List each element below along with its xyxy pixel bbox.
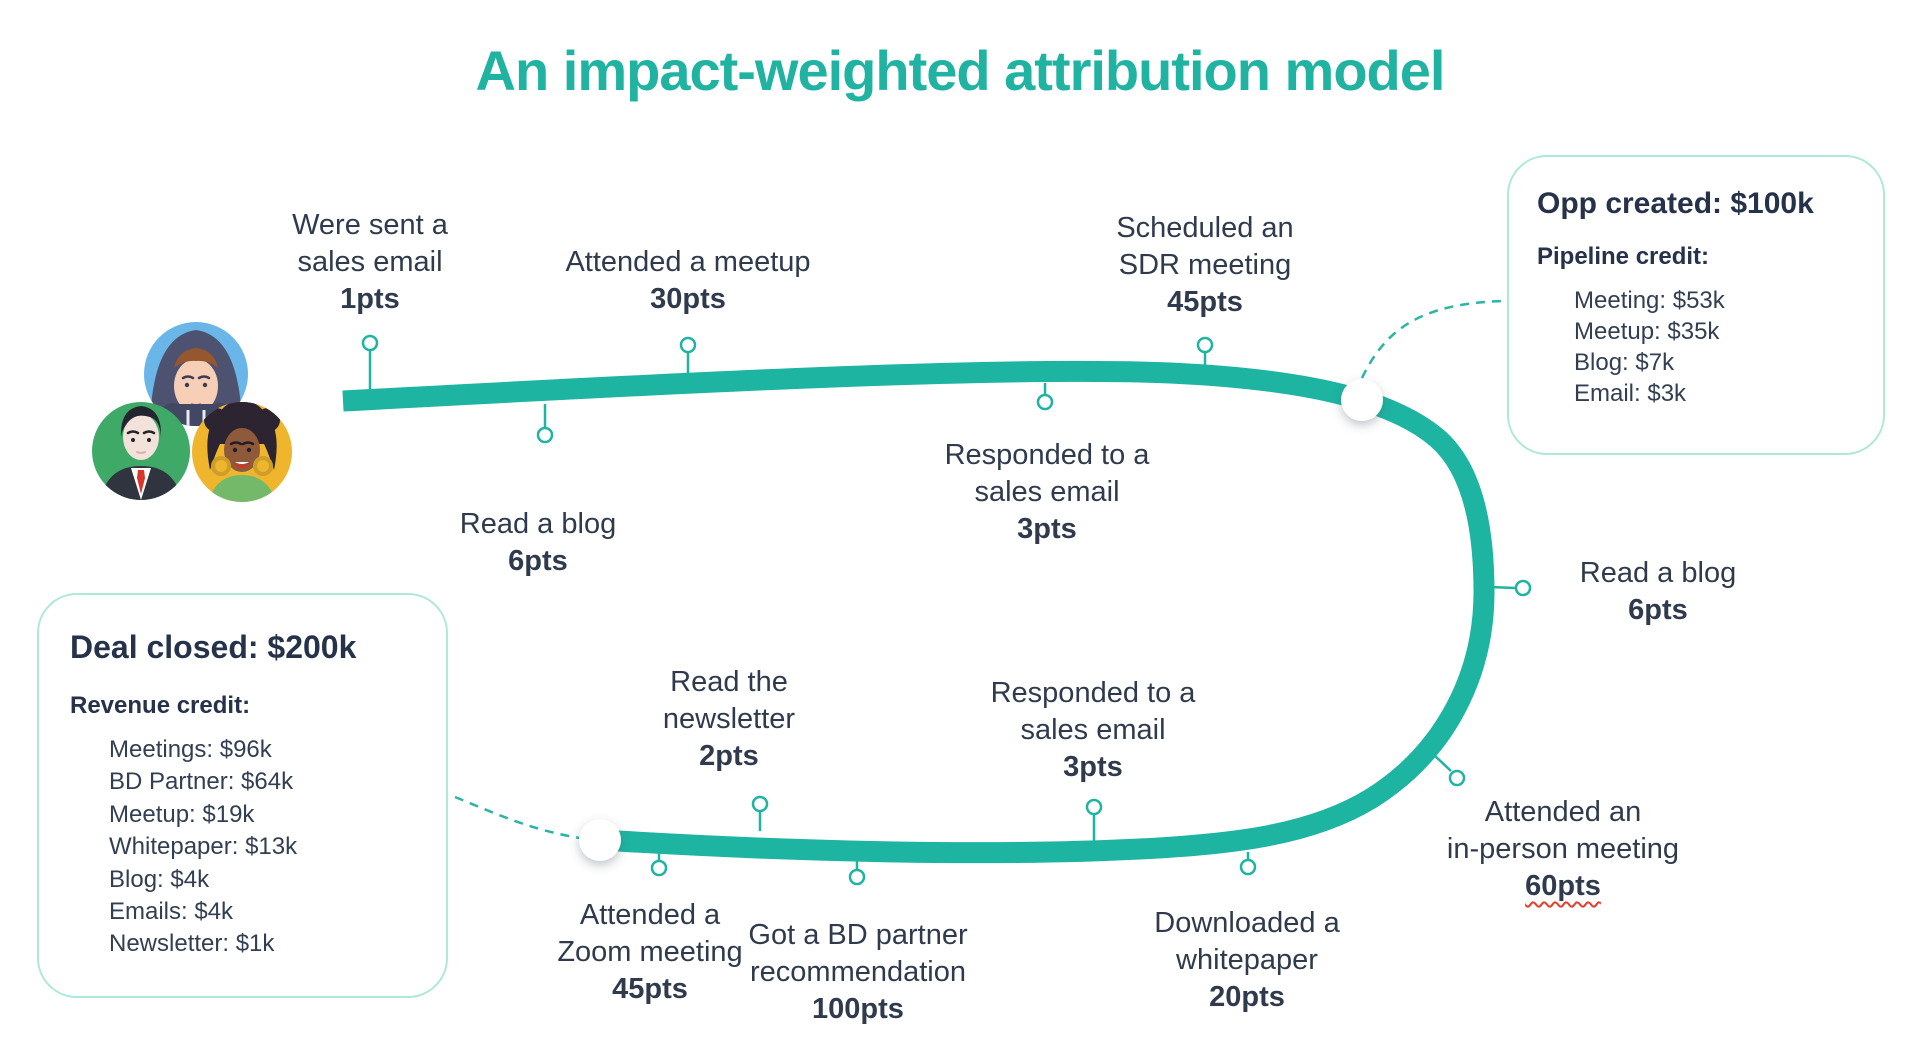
- marker-downloaded-whitepaper-icon: [1239, 852, 1257, 876]
- touchpoint-points: 6pts: [508, 545, 568, 577]
- touchpoint-label: sales email: [1020, 714, 1166, 746]
- revenue-credit-item: Meetup: $19k: [109, 800, 255, 828]
- marker-responded-sales-email-top-icon: [1036, 383, 1054, 411]
- journey-path: [342, 360, 1495, 864]
- milestone-node-opp-created: [1341, 379, 1383, 421]
- connector-dashed-opp: [1360, 299, 1506, 379]
- marker-attended-zoom-meeting-icon: [650, 844, 668, 877]
- touchpoint-points: 60pts: [1525, 870, 1601, 902]
- touchpoint-points: 1pts: [340, 283, 400, 315]
- touchpoint-scheduled-sdr-meeting: Scheduled an SDR meeting 45pts: [1116, 210, 1293, 321]
- deal-closed-card: Deal closed: $200k Revenue credit: Meeti…: [37, 593, 448, 998]
- touchpoint-were-sent-sales-email: Were sent a sales email 1pts: [292, 207, 448, 318]
- milestone-node-deal-closed: [579, 819, 621, 861]
- touchpoint-points: 2pts: [699, 740, 759, 772]
- pipeline-credit-item: Blog: $7k: [1574, 349, 1675, 376]
- touchpoint-attended-meetup: Attended a meetup 30pts: [565, 244, 810, 318]
- marker-read-blog-top-icon: [536, 404, 554, 444]
- touchpoint-responded-sales-email-bottom: Responded to a sales email 3pts: [991, 675, 1196, 786]
- touchpoint-label: newsletter: [662, 703, 796, 735]
- touchpoint-attended-in-person-meeting: Attended an in-person meeting 60pts: [1447, 794, 1679, 905]
- customer-avatars: [92, 322, 292, 502]
- revenue-credit-subtitle: Revenue credit:: [70, 692, 251, 719]
- touchpoint-label: Were sent a: [292, 209, 448, 241]
- touchpoint-label: Read a blog: [459, 508, 617, 540]
- touchpoint-points: 30pts: [650, 283, 726, 315]
- touchpoint-label: Responded to a: [944, 439, 1150, 471]
- touchpoint-label: Downloaded a: [1154, 907, 1340, 939]
- marker-responded-sales-email-bottom-icon: [1085, 798, 1103, 843]
- marker-attended-in-person-meeting-icon: [1433, 754, 1466, 787]
- touchpoint-points: 45pts: [1167, 286, 1243, 318]
- touchpoint-attended-zoom-meeting: Attended a Zoom meeting 45pts: [557, 897, 742, 1008]
- touchpoint-label: recommendation: [750, 956, 966, 988]
- revenue-credit-item: Meetings: $96k: [109, 736, 272, 763]
- touchpoint-label: whitepaper: [1176, 944, 1318, 976]
- marker-read-blog-right-icon: [1489, 579, 1532, 597]
- opp-created-card: Opp created: $100k Pipeline credit: Meet…: [1507, 155, 1885, 455]
- touchpoint-label: Scheduled an: [1116, 212, 1294, 244]
- touchpoint-label: Attended a: [579, 899, 721, 931]
- revenue-credit-item: Newsletter: $1k: [109, 930, 275, 958]
- revenue-credit-item: BD Partner: $64k: [109, 768, 294, 796]
- touchpoint-label: sales email: [974, 476, 1120, 508]
- page-title: An impact-weighted attribution model: [475, 39, 1446, 102]
- pipeline-credit-item: Email: $3k: [1574, 380, 1687, 407]
- opp-created-title: Opp created: $100k: [1537, 187, 1814, 220]
- pipeline-credit-item: Meeting: $53k: [1574, 287, 1725, 314]
- pipeline-credit-subtitle: Pipeline credit:: [1537, 243, 1710, 270]
- touchpoint-read-blog-right: Read a blog 6pts: [1580, 555, 1736, 629]
- touchpoint-responded-sales-email-top: Responded to a sales email 3pts: [945, 437, 1150, 548]
- touchpoint-points: 100pts: [812, 993, 904, 1025]
- touchpoint-label: Zoom meeting: [557, 936, 743, 968]
- touchpoint-points: 45pts: [612, 973, 688, 1005]
- touchpoint-downloaded-whitepaper: Downloaded a whitepaper 20pts: [1154, 905, 1339, 1016]
- touchpoint-points: 20pts: [1209, 981, 1285, 1013]
- touchpoint-points: 3pts: [1063, 751, 1123, 783]
- touchpoint-label: Responded to a: [990, 677, 1196, 709]
- touchpoint-label: Read the: [670, 666, 788, 698]
- touchpoint-read-blog-top: Read a blog 6pts: [460, 506, 616, 580]
- marker-bd-partner-recommendation-icon: [848, 851, 866, 886]
- pipeline-credit-list: Meeting: $53k Meetup: $35k Blog: $7k Ema…: [1574, 285, 1859, 409]
- revenue-credit-item: Whitepaper: $13k: [109, 833, 298, 861]
- pipeline-credit-item: Meetup: $35k: [1574, 318, 1720, 345]
- touchpoint-label: sales email: [297, 246, 443, 278]
- marker-attended-meetup-icon: [679, 336, 697, 374]
- revenue-credit-item: Emails: $4k: [109, 898, 234, 926]
- revenue-credit-list: Meetings: $96k BD Partner: $64k Meetup: …: [109, 734, 422, 961]
- touchpoint-read-newsletter: Read the newsletter 2pts: [663, 664, 795, 775]
- touchpoint-label: Got a BD partner: [748, 919, 968, 951]
- woman-earrings-avatar-icon: [192, 402, 292, 502]
- touchpoint-points: 3pts: [1017, 513, 1077, 545]
- suited-man-avatar-icon: [92, 402, 190, 500]
- touchpoint-label: SDR meeting: [1118, 249, 1292, 281]
- revenue-credit-item: Blog: $4k: [109, 865, 210, 893]
- marker-scheduled-sdr-meeting-icon: [1196, 336, 1214, 369]
- touchpoint-bd-partner-recommendation: Got a BD partner recommendation 100pts: [748, 917, 967, 1028]
- touchpoint-points: 6pts: [1628, 594, 1688, 626]
- marker-read-newsletter-icon: [751, 795, 769, 831]
- touchpoint-label: Read a blog: [1579, 557, 1737, 589]
- marker-were-sent-sales-email-icon: [361, 334, 379, 392]
- connector-dashed-deal: [454, 795, 581, 840]
- touchpoint-label: Attended a meetup: [565, 246, 811, 278]
- touchpoint-label: Attended an: [1484, 796, 1642, 828]
- touchpoint-label: in-person meeting: [1446, 833, 1680, 865]
- deal-closed-title: Deal closed: $200k: [70, 629, 357, 665]
